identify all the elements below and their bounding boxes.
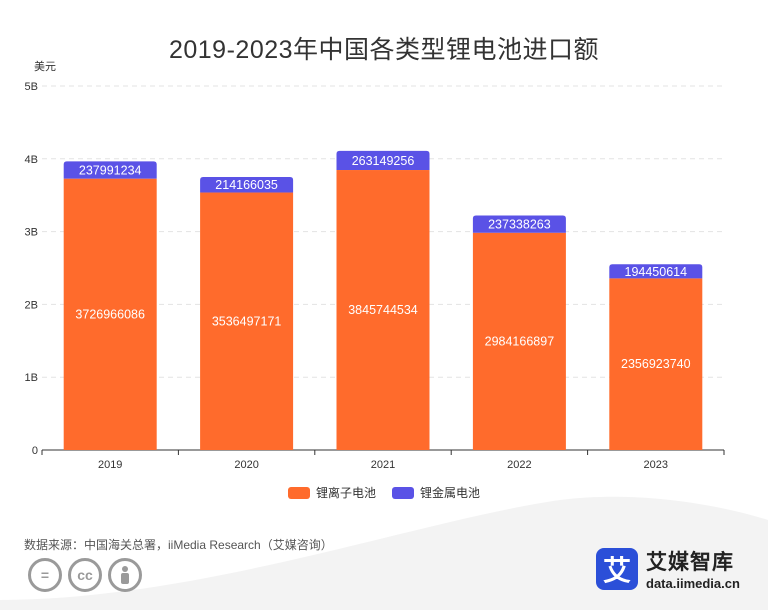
license-icons: = cc (28, 558, 142, 592)
bar-segment-1 (472, 232, 566, 450)
bar-segment-1 (609, 278, 703, 450)
data-label: 3845744534 (348, 303, 418, 317)
legend-label-series-2: 锂金属电池 (420, 486, 481, 500)
legend-swatch-series-2 (392, 486, 414, 499)
data-label: 194450614 (625, 265, 688, 279)
y-tick-label: 2B (25, 299, 38, 311)
x-tick-label: 2022 (507, 459, 531, 471)
x-tick-label: 2021 (371, 459, 395, 471)
brand-logo-icon: 艾 (596, 547, 638, 590)
data-source-note: 数据来源：中国海关总署，iiMedia Research（艾媒咨询） (24, 538, 333, 552)
x-tick-label: 2019 (98, 459, 122, 471)
y-tick-label: 5B (25, 81, 38, 93)
bar-segment-2 (609, 264, 703, 279)
cc-icon: cc (68, 558, 102, 592)
bar-segment-1 (200, 192, 294, 450)
y-tick-label: 0 (32, 445, 38, 457)
bar-segment-2 (472, 215, 566, 233)
chart-legend: 锂离子电池 锂金属电池 (0, 484, 768, 501)
data-label: 3726966086 (75, 307, 145, 321)
bar-segment-2 (200, 176, 294, 193)
data-label: 3536497171 (212, 314, 282, 328)
cc-by-person-icon (108, 558, 142, 592)
y-tick-label: 3B (25, 227, 38, 239)
legend-item-series-2[interactable]: 锂金属电池 (392, 484, 480, 501)
data-label: 214166035 (215, 178, 278, 192)
y-tick-label: 1B (25, 372, 38, 384)
x-tick-label: 2020 (234, 459, 258, 471)
data-label: 263149256 (352, 154, 415, 168)
cc-nd-icon: = (28, 558, 62, 592)
data-label: 2984166897 (485, 334, 555, 348)
brand-name: 艾媒智库 (646, 551, 734, 574)
y-axis-unit-label: 美元 (34, 61, 56, 73)
bar-segment-1 (63, 178, 157, 450)
legend-swatch-series-1 (287, 486, 310, 499)
stacked-bar-chart: 0 1B 2B 3B 4B 5B 3726966086 237991234 2019 353649… (25, 81, 725, 471)
bar-segment-2 (63, 161, 157, 179)
brand-url[interactable]: data.iimedia.cn (646, 576, 740, 591)
brand-block: 艾 艾媒智库 data.iimedia.cn (596, 546, 740, 591)
data-label: 237991234 (79, 164, 142, 178)
bar-segment-1 (336, 170, 430, 451)
data-label: 2356923740 (621, 357, 691, 371)
x-tick-label: 2023 (644, 459, 668, 471)
legend-item-series-1[interactable]: 锂离子电池 (287, 484, 376, 501)
legend-label-series-1: 锂离子电池 (315, 486, 376, 500)
y-tick-label: 4B (25, 154, 38, 166)
bar-segment-2 (336, 150, 430, 171)
data-label: 237338263 (488, 218, 551, 232)
chart-title: 2019-2023年中国各类型锂电池进口额 (168, 36, 600, 64)
